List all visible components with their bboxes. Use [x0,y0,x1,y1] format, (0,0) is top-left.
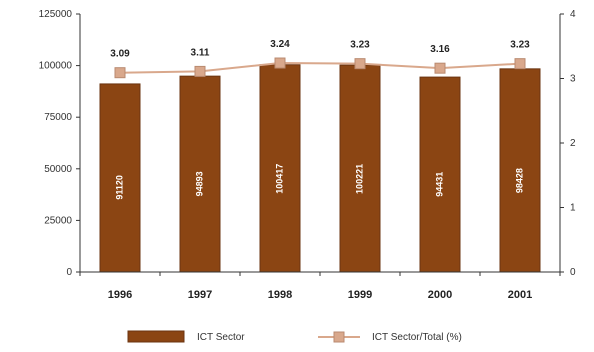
legend-label-line: ICT Sector/Total (%) [372,332,462,343]
ratio-value-label: 3.16 [430,44,450,55]
ratio-value-label: 3.23 [350,40,370,51]
x-tick-label: 1999 [348,289,372,301]
bar-value-label: 91120 [114,175,124,200]
ratio-marker [514,58,526,70]
right-tick-label: 0 [570,267,576,278]
bar-value-label: 100221 [354,164,364,194]
right-tick-label: 4 [570,9,576,20]
ratio-line [119,62,521,74]
ratio-marker [434,62,446,74]
ratio-marker [354,58,366,70]
ratio-value-label: 3.11 [191,47,210,58]
right-tick-label: 3 [570,74,576,85]
bar-value-label: 100417 [274,164,284,194]
left-y-axis: 0 25000 50000 75000 100000 125000 [39,9,81,278]
bar-value-label: 98428 [514,168,524,193]
ratio-value-label: 3.09 [110,49,130,60]
line-series: 3.09 3.11 3.24 3.23 3.16 3.23 [110,39,530,79]
x-axis: 1996 1997 1998 1999 2000 2001 [79,271,561,301]
bar-value-label: 94893 [194,171,204,196]
legend-swatch-marker [333,331,345,343]
bar-series: 91120 94893 100417 100221 94431 98428 [99,64,541,273]
ratio-marker [274,57,286,69]
bar [419,76,461,273]
left-tick-label: 50000 [44,164,72,175]
ratio-marker [194,65,206,77]
right-tick-label: 2 [570,138,576,149]
left-tick-label: 0 [66,267,72,278]
left-tick-label: 25000 [44,215,72,226]
left-tick-label: 100000 [39,61,73,72]
x-tick-label: 1996 [108,289,132,301]
x-tick-label: 2000 [428,289,452,301]
ratio-value-label: 3.23 [510,40,530,51]
bar [99,83,141,273]
ratio-marker [114,67,126,79]
ratio-value-label: 3.24 [270,39,290,50]
bar [259,64,301,273]
legend: ICT Sector ICT Sector/Total (%) [127,330,462,343]
legend-swatch-bar [127,330,185,343]
x-tick-label: 1998 [268,289,292,301]
x-tick-label: 2001 [508,289,532,301]
x-tick-label: 1997 [188,289,212,301]
right-y-axis: 0 1 2 3 4 [559,9,576,278]
right-tick-label: 1 [570,203,576,214]
left-tick-label: 75000 [44,112,72,123]
bar-value-label: 94431 [434,172,444,197]
left-tick-label: 125000 [39,9,73,20]
legend-label-bar: ICT Sector [197,332,245,343]
